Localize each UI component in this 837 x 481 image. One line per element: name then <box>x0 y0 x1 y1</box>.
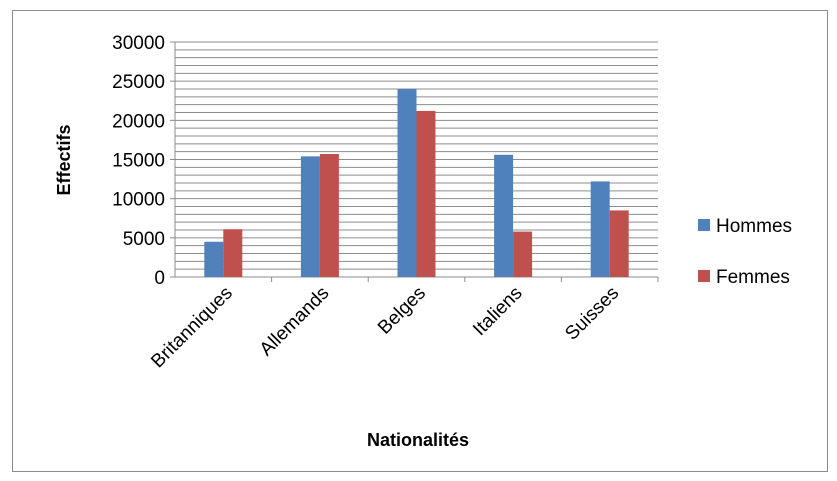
legend-label-hommes: Hommes <box>716 216 792 237</box>
bar-femmes <box>609 210 629 277</box>
labels-layer: 0 5000 10000 15000 20000 25000 30000 Britanniqu… <box>112 33 623 372</box>
bar-femmes <box>416 110 436 277</box>
y-tick-label: 10000 <box>112 190 165 211</box>
legend-label-femmes: Femmes <box>716 267 790 288</box>
y-tick-label: 15000 <box>112 151 165 172</box>
y-axis-title: Effectifs <box>54 124 74 195</box>
legend-swatch-hommes <box>698 219 710 231</box>
bar-hommes <box>397 89 417 277</box>
bar-hommes <box>494 154 514 277</box>
y-tick-label: 5000 <box>123 229 165 250</box>
bar-hommes <box>590 181 610 277</box>
x-tick-label: Italiens <box>469 283 526 340</box>
y-tick-label: 0 <box>154 268 165 289</box>
legend: Hommes Femmes <box>698 216 792 288</box>
bar-hommes <box>300 156 320 277</box>
bar-femmes <box>319 154 339 277</box>
legend-swatch-femmes <box>698 270 710 282</box>
x-axis-title: Nationalités <box>367 430 469 450</box>
x-tick-label: Belges <box>374 283 430 339</box>
bar-hommes <box>204 241 224 277</box>
y-tick-label: 30000 <box>112 33 165 54</box>
bar-femmes <box>513 231 533 277</box>
x-tick-label: Britanniques <box>147 283 237 373</box>
bars-layer <box>204 89 629 277</box>
y-tick-label: 25000 <box>112 72 165 93</box>
bar-femmes <box>223 229 243 277</box>
x-tick-label: Allemands <box>256 283 334 361</box>
y-tick-label: 20000 <box>112 111 165 132</box>
x-tick-label: Suisses <box>561 283 623 345</box>
